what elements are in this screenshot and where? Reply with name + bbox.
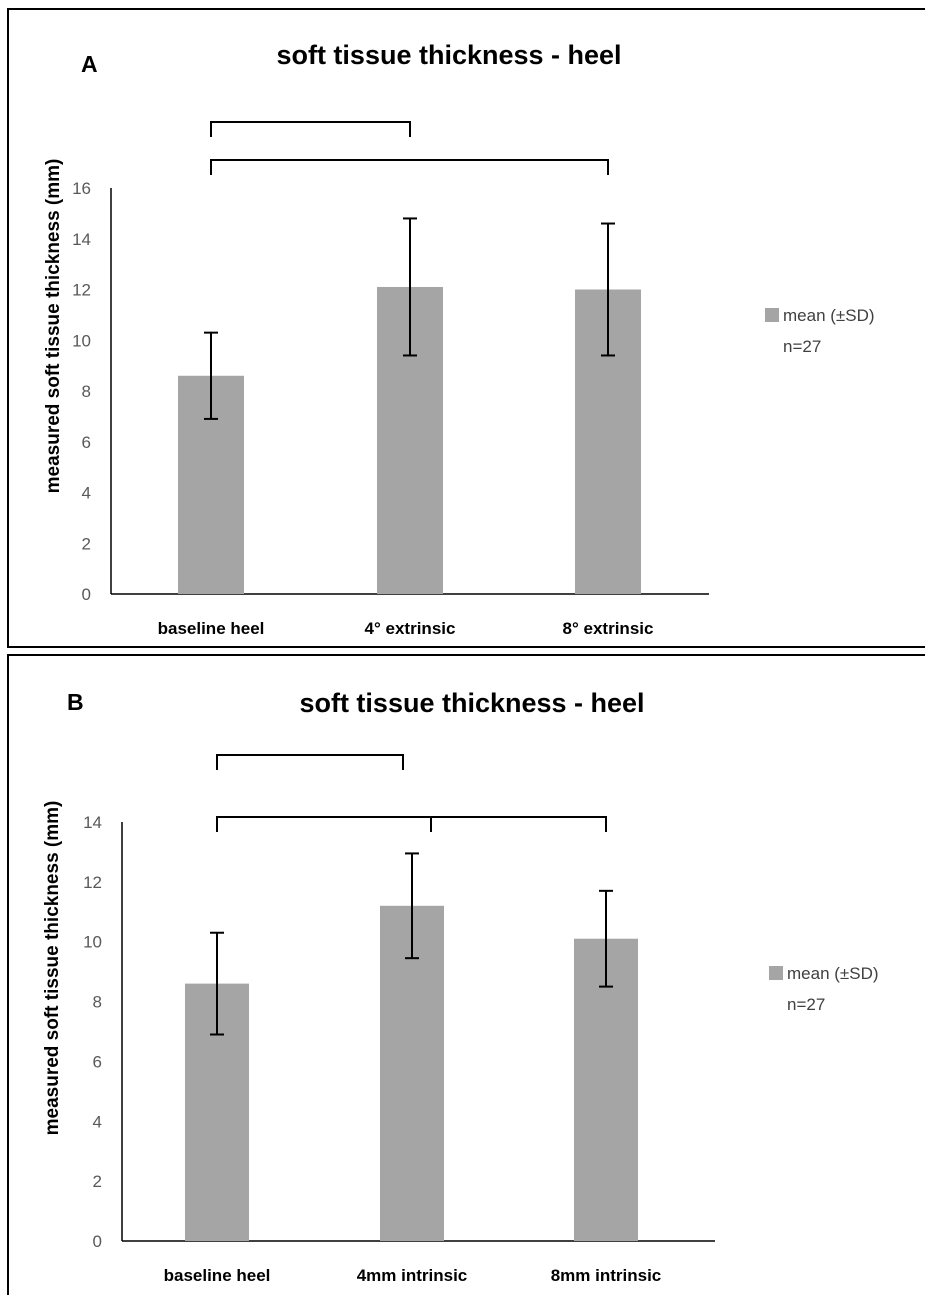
chart-b-bar [574, 938, 638, 1241]
chart-a-ytick-label: 16 [72, 179, 91, 198]
chart-b-ytick-label: 8 [93, 993, 102, 1012]
chart-b-plot: 0 2 4 6 8 10 12 14 baseline heel 4mm intrinsic 8mm… [83, 754, 715, 1285]
chart-b-category-label: 4mm intrinsic [357, 1266, 468, 1285]
chart-b-bar [380, 905, 444, 1241]
chart-a-category-label: 8° extrinsic [563, 619, 654, 638]
chart-panel-b: B soft tissue thickness - heel measured … [7, 654, 925, 1295]
chart-a-title: soft tissue thickness - heel [276, 40, 621, 70]
chart-b-ytick-label: 14 [83, 813, 102, 832]
chart-a-category-label: baseline heel [158, 619, 265, 638]
chart-b-ytick-label: 12 [83, 873, 102, 892]
chart-b-category-label: baseline heel [164, 1266, 271, 1285]
chart-b-legend-label: mean (±SD) [787, 964, 879, 983]
chart-b-ytick-label: 0 [93, 1232, 102, 1251]
chart-b-ytick-label: 6 [93, 1052, 102, 1071]
chart-a-ytick-label: 8 [82, 382, 91, 401]
chart-a-category-label: 4° extrinsic [365, 619, 456, 638]
chart-b-legend-swatch [769, 966, 783, 980]
chart-a-svg: A soft tissue thickness - heel measured … [43, 40, 875, 638]
chart-a-legend-label: mean (±SD) [783, 306, 875, 325]
chart-b-title: soft tissue thickness - heel [299, 688, 644, 718]
chart-b-significance-bracket [216, 754, 404, 770]
chart-a-ytick-label: 4 [82, 484, 91, 503]
chart-a-ylabel: measured soft tissue thickness (mm) [43, 159, 64, 494]
chart-b-ytick-label: 2 [93, 1172, 102, 1191]
chart-a-plot: 0 2 4 6 8 10 12 14 16 baseline heel 4° extrinsic 8°… [72, 121, 709, 638]
chart-a-legend-swatch [765, 308, 779, 322]
chart-a-ytick-label: 6 [82, 433, 91, 452]
chart-b-legend-note: n=27 [787, 995, 825, 1014]
chart-a-ytick-label: 2 [82, 534, 91, 553]
chart-a-ytick-label: 14 [72, 230, 91, 249]
chart-b-significance-bracket [430, 816, 607, 832]
chart-b-ylabel: measured soft tissue thickness (mm) [42, 801, 63, 1136]
chart-b-svg: B soft tissue thickness - heel measured … [42, 688, 879, 1285]
chart-b-ytick-label: 4 [93, 1112, 102, 1131]
chart-a-ytick-label: 10 [72, 331, 91, 350]
chart-a-legend-note: n=27 [783, 337, 821, 356]
chart-a-significance-bracket [210, 159, 609, 175]
chart-b-category-label: 8mm intrinsic [551, 1266, 662, 1285]
chart-panel-a: A soft tissue thickness - heel measured … [7, 8, 925, 648]
chart-b-significance-bracket [216, 816, 607, 832]
panel-letter-b: B [67, 689, 84, 715]
chart-a-ytick-label: 0 [82, 585, 91, 604]
chart-b-ytick-label: 10 [83, 933, 102, 952]
panel-letter-a: A [81, 51, 98, 77]
chart-a-ytick-label: 12 [72, 281, 91, 300]
chart-a-significance-bracket [210, 121, 411, 137]
